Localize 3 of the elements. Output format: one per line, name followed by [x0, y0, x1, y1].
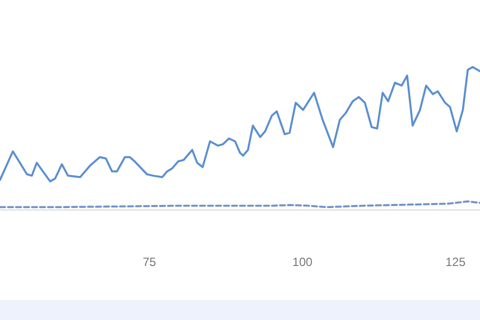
x-tick-label: 75: [142, 255, 156, 269]
x-tick-label: 100: [292, 255, 313, 269]
x-tick-label: 125: [445, 255, 466, 269]
